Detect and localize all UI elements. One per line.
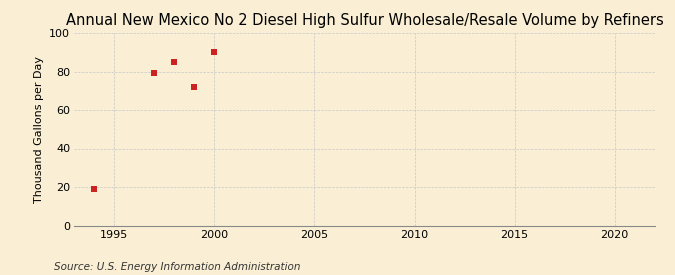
Y-axis label: Thousand Gallons per Day: Thousand Gallons per Day: [34, 56, 43, 203]
Point: [189, 85, 200, 89]
Point: [149, 71, 160, 76]
Point: [169, 60, 180, 64]
Point: [209, 50, 220, 54]
Point: [89, 187, 100, 191]
Text: Source: U.S. Energy Information Administration: Source: U.S. Energy Information Administ…: [54, 262, 300, 272]
Title: Annual New Mexico No 2 Diesel High Sulfur Wholesale/Resale Volume by Refiners: Annual New Mexico No 2 Diesel High Sulfu…: [65, 13, 664, 28]
